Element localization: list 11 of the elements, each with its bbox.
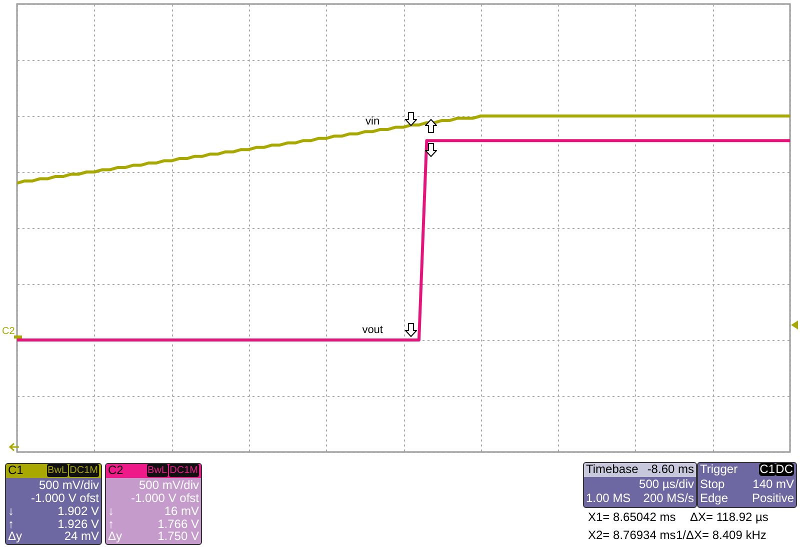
info-panel: Timebase -8.60 ms 500 µs/div 1.00 MS 200 MS/s xyxy=(583,462,697,508)
text: X2= 8.76934 ms xyxy=(588,528,676,542)
info-panel: C1 BwL DC1M 500 mV/div -1.000 V ofst ↓ 1.902 V ↑ 1.926 V Δy 24 mV xyxy=(5,463,102,545)
text: X1= 8.65042 ms xyxy=(588,510,676,524)
series-label: vin xyxy=(366,116,380,128)
text: C2 xyxy=(2,326,15,337)
text: 1/ΔX= 8.409 kHz xyxy=(676,528,766,542)
text: ΔX= 118.92 µs xyxy=(690,510,768,524)
info-panel: Trigger C1DC Stop 140 mV Edge Positive xyxy=(697,462,797,508)
info-panel: C2 BwL DC1M 500 mV/div -1.000 V ofst ↓ 16 mV ↑ 1.766 V Δy 1.750 V xyxy=(105,463,202,545)
series-label: vout xyxy=(362,324,383,336)
